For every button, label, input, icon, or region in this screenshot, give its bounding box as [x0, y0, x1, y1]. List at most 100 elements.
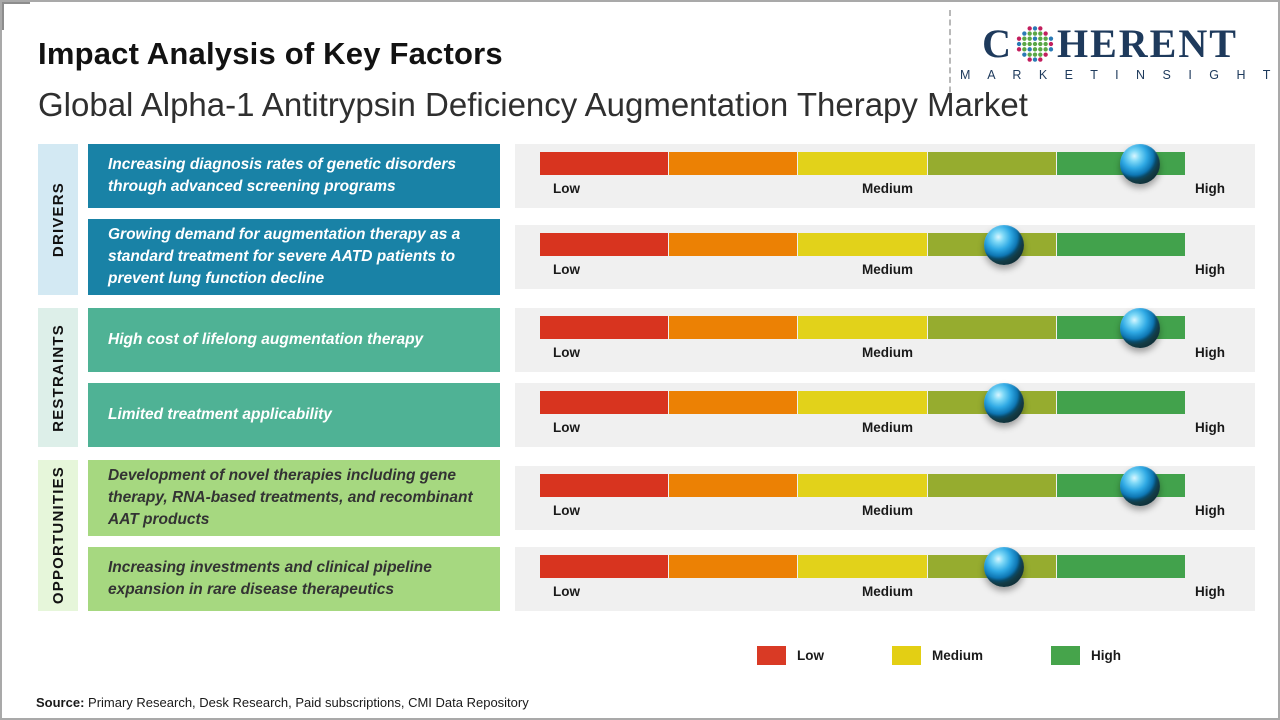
gauge-segment-yellow [798, 316, 927, 339]
scale-medium-label: Medium [861, 345, 913, 360]
gauge-segment-olive [927, 316, 1056, 339]
source-text: Primary Research, Desk Research, Paid su… [84, 695, 529, 710]
factor-row: Growing demand for augmentation therapy … [88, 219, 1255, 295]
gauge-scale-labels: Low Medium High [515, 497, 1255, 518]
impact-gauge: Low Medium High [515, 382, 1255, 447]
scale-medium-label: Medium [861, 181, 913, 196]
impact-marker-sphere [1119, 307, 1160, 348]
source-note: Source: Primary Research, Desk Research,… [36, 695, 529, 710]
impact-gauge: Low Medium High [515, 307, 1255, 372]
factor-row: Increasing diagnosis rates of genetic di… [88, 143, 1255, 208]
gauge-segment-orange [669, 316, 798, 339]
brand-letter-c: C [982, 21, 1013, 66]
factor-text: High cost of lifelong augmentation thera… [108, 331, 424, 348]
scale-medium-label: Medium [861, 584, 913, 599]
scale-high-label: High [1194, 262, 1225, 277]
corner-border-accent [2, 2, 30, 30]
page-subtitle: Global Alpha-1 Antitrypsin Deficiency Au… [38, 86, 1028, 123]
gauge-bar [540, 224, 1186, 265]
gauge-bar [540, 382, 1186, 423]
brand-logo: C HERENT M A R K E T I N S I G H T S [960, 21, 1280, 83]
gauge-segment-olive [927, 474, 1056, 497]
category-label: OPPORTUNITIES [49, 466, 67, 605]
scale-high-label: High [1194, 584, 1225, 599]
page-title: Impact Analysis of Key Factors [38, 36, 503, 71]
scale-high-label: High [1194, 345, 1225, 360]
gauge-segment-red [540, 474, 669, 497]
impact-marker-sphere [984, 546, 1025, 587]
scale-low-label: Low [553, 345, 580, 360]
logo-divider [949, 10, 951, 102]
gauge-segment-orange [669, 152, 798, 175]
gauge-segment-green [1056, 555, 1186, 578]
factor-row: High cost of lifelong augmentation thera… [88, 307, 1255, 372]
legend: Low Medium High [757, 646, 1121, 665]
factor-text: Growing demand for augmentation therapy … [108, 226, 461, 287]
legend-item-low: Low [757, 646, 824, 665]
impact-gauge: Low Medium High [515, 224, 1255, 289]
legend-swatch-medium [892, 646, 921, 665]
group-opportunities: OPPORTUNITIES Development of novel thera… [38, 460, 1278, 611]
source-label: Source: [36, 695, 85, 710]
gauge-segment-red [540, 391, 669, 414]
globe-logo-icon [1016, 26, 1054, 62]
factor-row: Increasing investments and clinical pipe… [88, 546, 1255, 611]
legend-item-medium: Medium [892, 646, 983, 665]
group-restraints: RESTRAINTS High cost of lifelong augment… [38, 307, 1278, 447]
gauge-segment-red [540, 316, 669, 339]
gauge-segment-orange [669, 555, 798, 578]
factor-box: Increasing investments and clinical pipe… [88, 547, 500, 611]
gauge-segment-yellow [798, 233, 927, 256]
factor-text: Increasing investments and clinical pipe… [108, 559, 432, 598]
scale-low-label: Low [553, 584, 580, 599]
group-drivers: DRIVERS Increasing diagnosis rates of ge… [38, 143, 1278, 295]
gauge-segment-red [540, 152, 669, 175]
header: Impact Analysis of Key Factors Global Al… [2, 2, 1278, 144]
gauge-scale-labels: Low Medium High [515, 578, 1255, 599]
impact-marker-sphere [984, 382, 1025, 423]
brand-tagline: M A R K E T I N S I G H T S [960, 68, 1280, 82]
gauge-segment-green [1056, 233, 1186, 256]
gauge-scale-labels: Low Medium High [515, 175, 1255, 196]
gauge-segment-yellow [798, 391, 927, 414]
factor-box: High cost of lifelong augmentation thera… [88, 308, 500, 372]
gauge-scale-labels: Low Medium High [515, 339, 1255, 360]
factor-row: Limited treatment applicability Low [88, 382, 1255, 447]
scale-medium-label: Medium [861, 262, 913, 277]
factor-box: Increasing diagnosis rates of genetic di… [88, 144, 500, 208]
category-strip-drivers: DRIVERS [38, 144, 78, 295]
factor-box: Limited treatment applicability [88, 383, 500, 447]
factor-box: Growing demand for augmentation therapy … [88, 219, 500, 295]
scale-low-label: Low [553, 503, 580, 518]
factor-text: Increasing diagnosis rates of genetic di… [108, 156, 456, 195]
legend-label: Medium [932, 648, 984, 663]
impact-marker-sphere [984, 224, 1025, 265]
impact-gauge: Low Medium High [515, 143, 1255, 208]
legend-swatch-low [757, 646, 786, 665]
impact-marker-sphere [1119, 143, 1160, 184]
scale-high-label: High [1194, 420, 1225, 435]
gauge-scale-labels: Low Medium High [515, 256, 1255, 277]
category-label: DRIVERS [49, 181, 67, 258]
gauge-bar [540, 143, 1186, 184]
gauge-segment-red [540, 233, 669, 256]
impact-gauge: Low Medium High [515, 546, 1255, 611]
impact-marker-sphere [1119, 465, 1160, 506]
scale-medium-label: Medium [861, 420, 913, 435]
factor-box: Development of novel therapies including… [88, 460, 500, 536]
legend-label: High [1091, 648, 1122, 663]
gauge-segment-orange [669, 391, 798, 414]
gauge-segment-orange [669, 474, 798, 497]
scale-high-label: High [1194, 503, 1225, 518]
gauge-segment-olive [927, 152, 1056, 175]
gauge-segment-red [540, 555, 669, 578]
scale-medium-label: Medium [861, 503, 913, 518]
scale-low-label: Low [553, 181, 580, 196]
scale-low-label: Low [553, 420, 580, 435]
legend-swatch-high [1051, 646, 1081, 665]
gauge-bar [540, 307, 1186, 348]
gauge-bar [540, 546, 1186, 587]
gauge-segment-yellow [798, 555, 927, 578]
category-label: RESTRAINTS [49, 323, 67, 432]
